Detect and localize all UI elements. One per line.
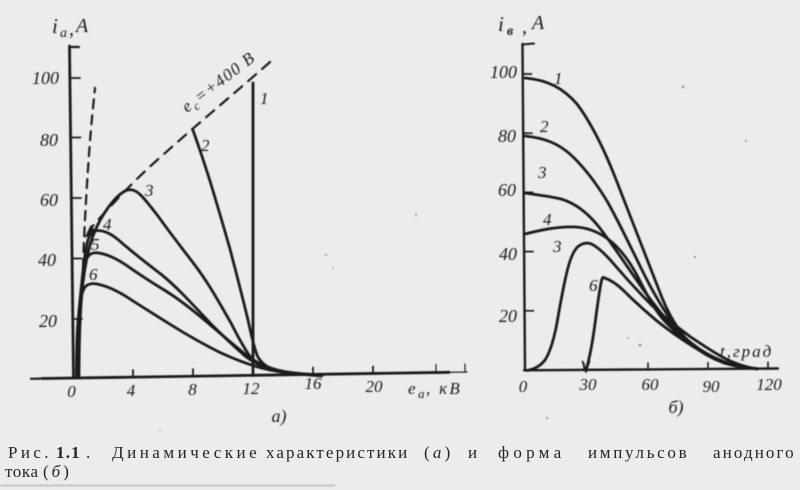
svg-text:100: 100	[32, 68, 59, 88]
svg-text:а: а	[60, 26, 67, 41]
svg-text:4: 4	[103, 215, 112, 234]
svg-text:20: 20	[39, 311, 57, 331]
svg-text:3: 3	[552, 237, 562, 256]
svg-text:0: 0	[67, 382, 76, 401]
svg-text:1: 1	[554, 69, 563, 88]
svg-text:, кВ: , кВ	[426, 379, 462, 398]
svg-text:20: 20	[499, 306, 517, 326]
svg-text:16: 16	[305, 374, 323, 393]
svg-text:90: 90	[703, 377, 721, 396]
svg-text:е: е	[408, 379, 416, 398]
svg-text:в: в	[507, 24, 514, 39]
svg-text:4: 4	[543, 210, 552, 229]
svg-text:5: 5	[91, 235, 100, 254]
svg-text:2: 2	[201, 136, 210, 155]
svg-text:40: 40	[38, 250, 56, 270]
svg-text:3: 3	[144, 181, 154, 200]
svg-text:4: 4	[127, 381, 136, 400]
svg-text:60: 60	[40, 190, 58, 210]
svg-text:40: 40	[499, 244, 517, 264]
svg-text:,: ,	[69, 18, 74, 40]
svg-text:100: 100	[490, 62, 517, 82]
svg-text:0: 0	[519, 377, 528, 396]
svg-text:80: 80	[498, 126, 516, 146]
svg-text:а: а	[418, 386, 425, 401]
svg-text:6: 6	[89, 265, 98, 284]
svg-text:,: ,	[522, 16, 527, 38]
svg-text:А: А	[74, 15, 89, 37]
svg-text:60: 60	[642, 375, 660, 394]
svg-text:а): а)	[272, 406, 287, 427]
svg-text:t,град: t,град	[720, 342, 773, 361]
svg-text:1: 1	[260, 89, 269, 108]
svg-text:80: 80	[40, 130, 58, 150]
svg-text:3: 3	[537, 163, 547, 182]
svg-text:8: 8	[188, 380, 197, 399]
svg-text:=+400 В: =+400 В	[191, 48, 259, 107]
svg-text:60: 60	[498, 180, 516, 200]
svg-text:12: 12	[243, 379, 261, 398]
svg-text:30: 30	[579, 375, 598, 394]
svg-text:2: 2	[540, 117, 549, 136]
svg-text:i: i	[498, 12, 504, 36]
svg-text:6: 6	[589, 276, 598, 295]
svg-text:б): б)	[668, 397, 683, 418]
svg-text:20: 20	[366, 377, 384, 396]
svg-text:i: i	[52, 14, 58, 38]
svg-text:А: А	[530, 12, 545, 34]
svg-text:120: 120	[756, 375, 782, 394]
